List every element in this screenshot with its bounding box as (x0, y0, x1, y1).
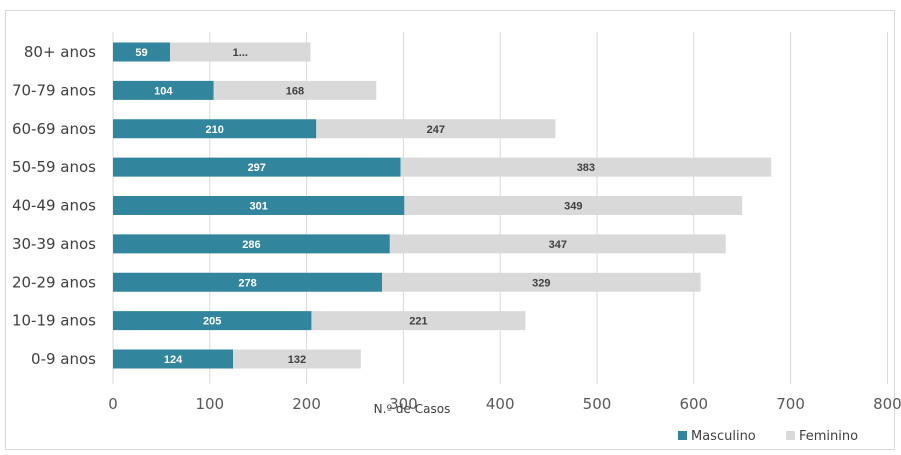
data-label-masculino: 124 (164, 354, 183, 366)
legend[interactable]: Masculino Feminino (678, 429, 858, 444)
x-tick-label: 500 (583, 395, 612, 413)
data-label-feminino: 247 (427, 124, 445, 136)
category-label: 30-39 anos (12, 235, 96, 253)
data-label-masculino: 205 (203, 316, 221, 328)
legend-swatch-masculino (678, 431, 687, 440)
x-axis-title: N.º de Casos (374, 402, 451, 416)
data-label-feminino: 383 (577, 162, 595, 174)
x-tick-label: 800 (873, 395, 901, 413)
legend-label-feminino: Feminino (799, 429, 858, 444)
data-label-masculino: 301 (250, 201, 268, 213)
category-label: 70-79 anos (12, 81, 96, 99)
data-label-feminino: 1... (233, 47, 248, 59)
x-tick-label: 200 (292, 395, 321, 413)
x-tick-label: 700 (776, 395, 805, 413)
category-labels: 80+ anos 70-79 anos 60-69 anos 50-59 anos 40… (12, 43, 96, 368)
category-label: 50-59 anos (12, 158, 96, 176)
category-label: 20-29 anos (12, 273, 96, 291)
legend-label-masculino: Masculino (691, 429, 756, 444)
data-label-masculino: 297 (248, 162, 266, 174)
data-label-feminino: 168 (286, 85, 304, 97)
data-label-masculino: 210 (205, 124, 223, 136)
category-label: 0-9 anos (31, 350, 96, 368)
category-label: 10-19 anos (12, 312, 96, 330)
tick-labels: 0 100 200 300 400 500 600 700 800 (108, 395, 901, 413)
legend-swatch-feminino (786, 431, 795, 440)
data-label-feminino: 349 (564, 201, 582, 213)
x-tick-label: 600 (679, 395, 708, 413)
data-label-masculino: 104 (154, 85, 173, 97)
data-label-feminino: 347 (549, 239, 567, 251)
x-tick-label: 100 (195, 395, 224, 413)
data-label-masculino: 59 (135, 47, 147, 59)
data-label-feminino: 221 (409, 316, 427, 328)
x-tick-label: 0 (108, 395, 118, 413)
data-label-masculino: 286 (242, 239, 260, 251)
x-tick-label: 400 (486, 395, 515, 413)
data-label-feminino: 132 (288, 354, 306, 366)
category-label: 60-69 anos (12, 120, 96, 138)
data-label-feminino: 329 (532, 277, 550, 289)
data-label-masculino: 278 (238, 277, 256, 289)
category-label: 40-49 anos (12, 197, 96, 215)
category-label: 80+ anos (24, 43, 96, 61)
